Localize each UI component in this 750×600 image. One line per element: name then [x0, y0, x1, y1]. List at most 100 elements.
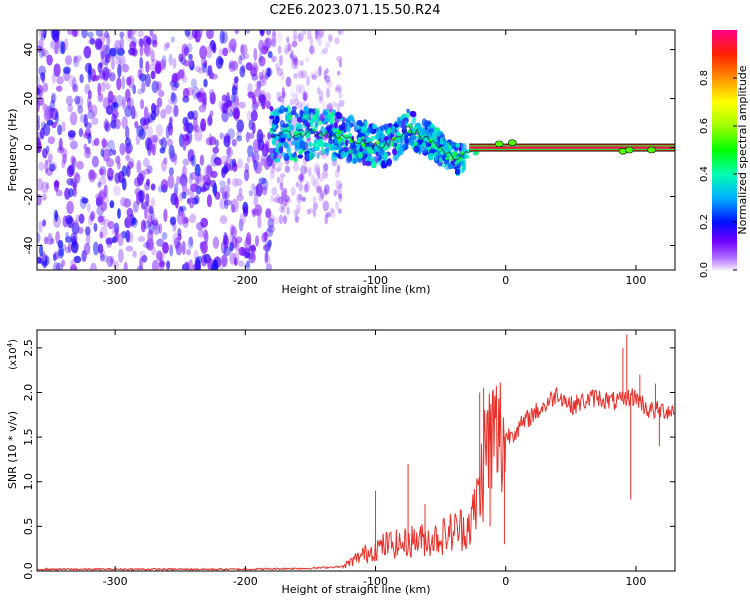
spectrogram-point-790	[181, 180, 188, 195]
spectrogram-point-1000	[271, 186, 278, 196]
spectrogram-point-640	[105, 237, 114, 245]
spectrogram-point-317	[62, 244, 67, 252]
spectrogram-point-693	[264, 241, 271, 253]
spectrogram-point-10	[125, 245, 134, 252]
spectrogram-point-671	[140, 122, 149, 131]
spectrogram-point-1870	[396, 139, 400, 143]
spectrogram-marks	[37, 30, 675, 270]
spectrogram-point-148	[105, 105, 114, 115]
spectrogram-point-1070	[333, 189, 338, 197]
spectrogram-point-743	[168, 118, 173, 130]
spectrogram-point-687	[170, 216, 177, 226]
spectrogram-point-943	[324, 188, 328, 197]
spectrogram-point-142	[88, 89, 92, 100]
spectrogram-point-698	[104, 57, 109, 67]
spectrogram-point-1031	[287, 43, 292, 52]
spectrogram-point-837	[64, 236, 73, 243]
spectrogram-point-1921	[349, 139, 353, 144]
spectrogram-point-362	[47, 232, 53, 245]
spectrogram-point-716	[203, 60, 208, 69]
spectrogram-point-1075	[280, 208, 286, 214]
spectrogram-point-1813	[413, 145, 420, 153]
spectrogram-point-466	[198, 104, 207, 113]
spectrogram-point-799	[253, 47, 258, 62]
spectrogram-point-746	[251, 153, 256, 164]
spectrogram-point-560	[242, 205, 249, 218]
spectrogram-point-1367	[405, 111, 411, 119]
spectrogram-point-788	[47, 153, 53, 164]
spectrogram-point-1312	[296, 116, 303, 123]
spectrogram-point-1605	[322, 142, 329, 148]
spectrogram-point-498	[91, 104, 98, 118]
spectrogram-point-423	[93, 222, 98, 232]
spectrogram-point-999	[336, 103, 341, 114]
spectrogram-point-1087	[273, 197, 280, 203]
spectrogram-point-1096	[280, 100, 286, 107]
spectrogram-point-44	[186, 188, 190, 196]
spectrogram-point-1800	[345, 156, 352, 164]
spectrogram-point-975	[290, 89, 294, 98]
carrier-bump-3	[625, 146, 634, 154]
spectrogram-point-670	[109, 47, 117, 57]
spectrogram-point-213	[221, 191, 228, 200]
spectrogram-point-1126	[305, 181, 310, 192]
spectrogram-point-952	[338, 194, 343, 203]
spectrogram-point-288	[61, 121, 66, 133]
spectrogram-point-482	[81, 30, 88, 39]
spectrogram-point-501	[117, 208, 121, 219]
spectrogram-point-1830	[351, 144, 357, 150]
spectrogram-point-171	[256, 80, 262, 90]
spectrogram-point-322	[160, 160, 167, 172]
spectrogram-point-588	[191, 154, 197, 167]
spectrogram-point-535	[172, 232, 179, 246]
spectrogram-point-1791	[303, 113, 310, 121]
spectrogram-point-760	[223, 246, 232, 256]
spectrogram-point-780	[143, 42, 150, 55]
spectrogram-point-689	[127, 97, 132, 111]
spectrogram-point-613	[204, 165, 213, 177]
spectrogram-point-480	[188, 53, 193, 61]
spectrogram-point-732	[37, 232, 41, 244]
spectrogram-point-717	[86, 202, 91, 213]
spectrogram-point-1081	[271, 40, 276, 46]
spectrogram-point-863	[202, 228, 208, 240]
spectrogram-point-564	[261, 97, 266, 110]
spectrogram-point-1105	[269, 170, 275, 180]
snr-line	[37, 382, 675, 571]
spectrogram-point-1058	[334, 37, 340, 45]
spectrogram-point-805	[135, 133, 141, 146]
spectrogram-point-389	[185, 248, 191, 256]
spectrogram-point-365	[151, 259, 160, 270]
spectrogram-point-1015	[280, 71, 285, 81]
spectrogram-point-232	[70, 259, 76, 270]
spectrogram-point-853	[250, 110, 258, 122]
spectrogram-point-890	[233, 252, 240, 263]
spectrogram-point-229	[151, 39, 158, 48]
spectrogram-point-610	[125, 215, 132, 229]
spectrogram-point-414	[102, 44, 109, 54]
spectrogram-point-1790	[282, 133, 288, 139]
spectrogram-point-554	[175, 244, 180, 252]
spectrogram-point-878	[252, 95, 256, 105]
spectrogram-point-459	[98, 190, 105, 200]
spectrogram-point-604	[103, 184, 108, 198]
spectrogram-point-1664	[352, 148, 357, 155]
spectrogram-point-1782	[419, 126, 426, 135]
spectrogram-point-1051	[299, 173, 304, 180]
spectrogram-point-1135	[293, 35, 298, 42]
spectrogram-point-639	[245, 232, 252, 246]
spectrogram-point-973	[272, 30, 276, 37]
spectrogram-point-1815	[269, 106, 274, 112]
spectrogram-point-1477	[298, 150, 303, 155]
spectrogram-point-1726	[294, 113, 299, 119]
spectrogram-point-852	[171, 72, 178, 84]
spectrogram-point-163	[206, 194, 213, 208]
spectrogram-point-3	[99, 82, 106, 93]
spectrogram-point-751	[147, 114, 155, 124]
snr-marks	[37, 334, 675, 571]
spectrogram-point-523	[207, 114, 213, 126]
spectrogram-point-619	[181, 75, 188, 84]
spectrogram-point-1025	[281, 191, 285, 203]
spectrogram-point-646	[199, 241, 204, 249]
spectrogram-point-1056	[281, 87, 286, 98]
